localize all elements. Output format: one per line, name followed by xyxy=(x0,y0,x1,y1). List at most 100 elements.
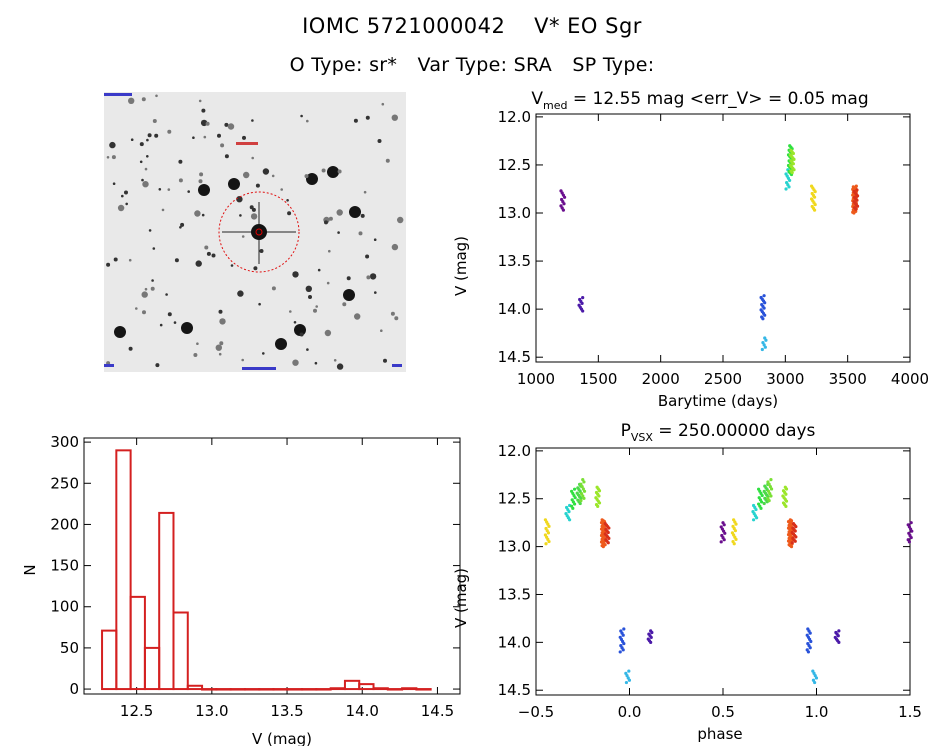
phase-curve-point xyxy=(808,631,812,635)
phase-curve-cluster xyxy=(603,522,611,545)
light-curve-point xyxy=(791,162,795,166)
light-curve-cluster xyxy=(760,336,768,352)
sky-star xyxy=(125,202,128,206)
histogram-xtick-label: 14.0 xyxy=(346,702,379,720)
phase-curve-point xyxy=(582,496,586,500)
phase-curve-ytick-label: 12.5 xyxy=(498,490,531,508)
sky-star xyxy=(218,352,222,356)
sky-star xyxy=(315,305,318,308)
sky-star xyxy=(336,209,343,216)
sky-star xyxy=(179,226,182,229)
sky-star xyxy=(253,266,258,271)
sky-stars xyxy=(106,94,404,370)
histogram-xtick-label: 12.5 xyxy=(120,702,153,720)
phase-curve-cluster xyxy=(564,503,572,522)
target-star xyxy=(251,224,267,240)
sky-star xyxy=(391,243,399,251)
light-curve-point xyxy=(788,178,792,183)
phase-curve-point xyxy=(544,542,548,546)
histogram-ytick-label: 150 xyxy=(50,557,79,575)
light-curve-point xyxy=(855,188,859,192)
sky-star xyxy=(258,302,261,306)
sky-star xyxy=(227,123,235,130)
light-curve-point xyxy=(792,157,796,161)
histogram-bar xyxy=(258,688,275,691)
phase-curve-title-p: P xyxy=(621,421,631,441)
phase-curve-point xyxy=(784,487,789,491)
histogram-chart: V (mag) N 12.5 13.0 13.5 14.0 14.5 0 50 100 150 2… xyxy=(21,433,461,746)
sky-star xyxy=(109,141,116,149)
histogram-xtick-label: 13.5 xyxy=(270,702,303,720)
light-curve-point xyxy=(791,151,795,156)
phase-curve-point xyxy=(601,545,605,549)
phase-curve-point xyxy=(762,501,766,506)
phase-curve-title: PVSX = 250.00000 days xyxy=(621,421,816,444)
sky-star xyxy=(381,102,385,106)
phase-curve-point xyxy=(794,535,798,539)
sky-star xyxy=(192,136,195,139)
sky-star xyxy=(243,171,250,179)
sky-star xyxy=(161,208,165,212)
sky-star xyxy=(317,268,321,272)
phase-curve-point xyxy=(627,678,632,682)
sky-star xyxy=(196,342,199,345)
light-curve-point xyxy=(762,294,766,298)
sky-star xyxy=(328,249,331,253)
phase-curve-point xyxy=(789,545,794,549)
sky-star xyxy=(249,205,254,210)
sky-star xyxy=(106,262,111,267)
phase-curve-point xyxy=(606,541,610,545)
sky-star xyxy=(147,133,152,138)
light-curve-xtick-label: 4000 xyxy=(891,370,929,388)
sky-star xyxy=(280,188,283,191)
sky-star xyxy=(241,235,245,238)
sky-star xyxy=(201,108,206,113)
light-curve-cluster xyxy=(559,189,567,212)
light-curve-xtick-label: 1500 xyxy=(579,370,617,388)
sky-star xyxy=(139,142,144,147)
histogram-bar xyxy=(286,688,304,691)
sky-star xyxy=(219,341,224,346)
sky-star xyxy=(306,119,309,123)
sky-star xyxy=(349,206,361,218)
phase-curve-point xyxy=(582,489,587,493)
sky-star xyxy=(337,231,340,234)
sky-star xyxy=(141,178,144,182)
star-id: IOMC 5721000042 xyxy=(302,14,506,38)
light-curve-point xyxy=(761,317,765,321)
sky-star xyxy=(360,213,365,218)
sky-star xyxy=(271,286,276,291)
phase-curve-point xyxy=(784,504,788,508)
phase-curve-point xyxy=(606,530,610,535)
phase-curve-point xyxy=(573,496,577,500)
histogram-bar xyxy=(386,688,404,691)
sky-star xyxy=(373,238,377,241)
phase-curve-point xyxy=(596,504,600,508)
sky-star xyxy=(130,138,134,141)
sky-star xyxy=(141,97,146,102)
sky-star xyxy=(374,291,377,294)
sky-star xyxy=(365,254,370,259)
sky-star xyxy=(300,114,303,118)
sky-star xyxy=(293,321,297,324)
phase-curve-point xyxy=(784,499,789,503)
sky-red-label-mark xyxy=(236,142,258,145)
sky-star xyxy=(363,190,367,194)
sky-star xyxy=(178,159,183,164)
light-curve-ytick-label: 14.0 xyxy=(498,300,531,318)
light-curve-ytick-label: 13.5 xyxy=(498,252,531,270)
sky-star xyxy=(128,97,135,104)
phase-curve-cluster xyxy=(811,669,819,685)
sky-star xyxy=(380,329,383,332)
sky-star xyxy=(144,287,148,291)
sky-star xyxy=(394,316,399,321)
light-curve-title-v: V xyxy=(531,89,543,109)
sky-star xyxy=(343,289,355,301)
sky-star xyxy=(173,321,177,324)
sky-star xyxy=(193,353,198,357)
sky-star xyxy=(342,302,347,307)
target-aperture-circle xyxy=(218,191,300,273)
sky-star xyxy=(230,264,234,267)
phase-curve-cluster xyxy=(805,627,813,654)
sky-star xyxy=(128,258,132,262)
